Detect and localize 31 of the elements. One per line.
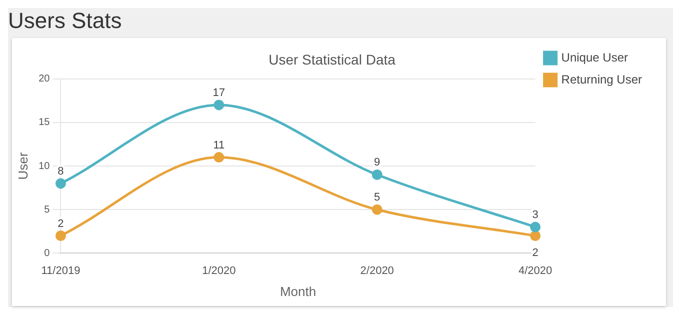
point [530,222,541,232]
data-label: 17 [212,86,226,99]
x-tick-label: 4/2020 [518,264,552,277]
data-label: 5 [374,192,380,204]
y-axis-title: User [15,152,30,180]
legend-label: Returning User [561,72,642,86]
y-tick-label: 15 [38,117,50,128]
point [372,169,382,180]
x-tick-label: 2/2020 [360,264,394,277]
x-tick-label: 1/2020 [202,264,236,277]
x-axis-title: Month [280,284,316,299]
y-tick-label: 20 [38,74,50,85]
data-label: 3 [532,209,538,222]
point [372,204,382,215]
y-tick-label: 0 [44,248,50,259]
point [55,230,66,242]
data-label: 9 [374,156,380,169]
data-label: 11 [213,139,225,152]
y-tick-label: 5 [44,204,50,216]
data-label: 2 [58,218,64,230]
x-tick-label: 11/2019 [41,264,80,277]
legend-label: Unique User [561,50,628,64]
y-tick-label: 10 [38,160,50,172]
data-label: 8 [58,165,64,178]
chart-title: Users Stats [8,8,123,35]
point [55,178,66,189]
point [214,100,224,110]
point [214,152,224,163]
data-label: 2 [532,246,538,259]
point [530,230,541,242]
chart-subtitle: User Statistical Data [268,51,396,68]
